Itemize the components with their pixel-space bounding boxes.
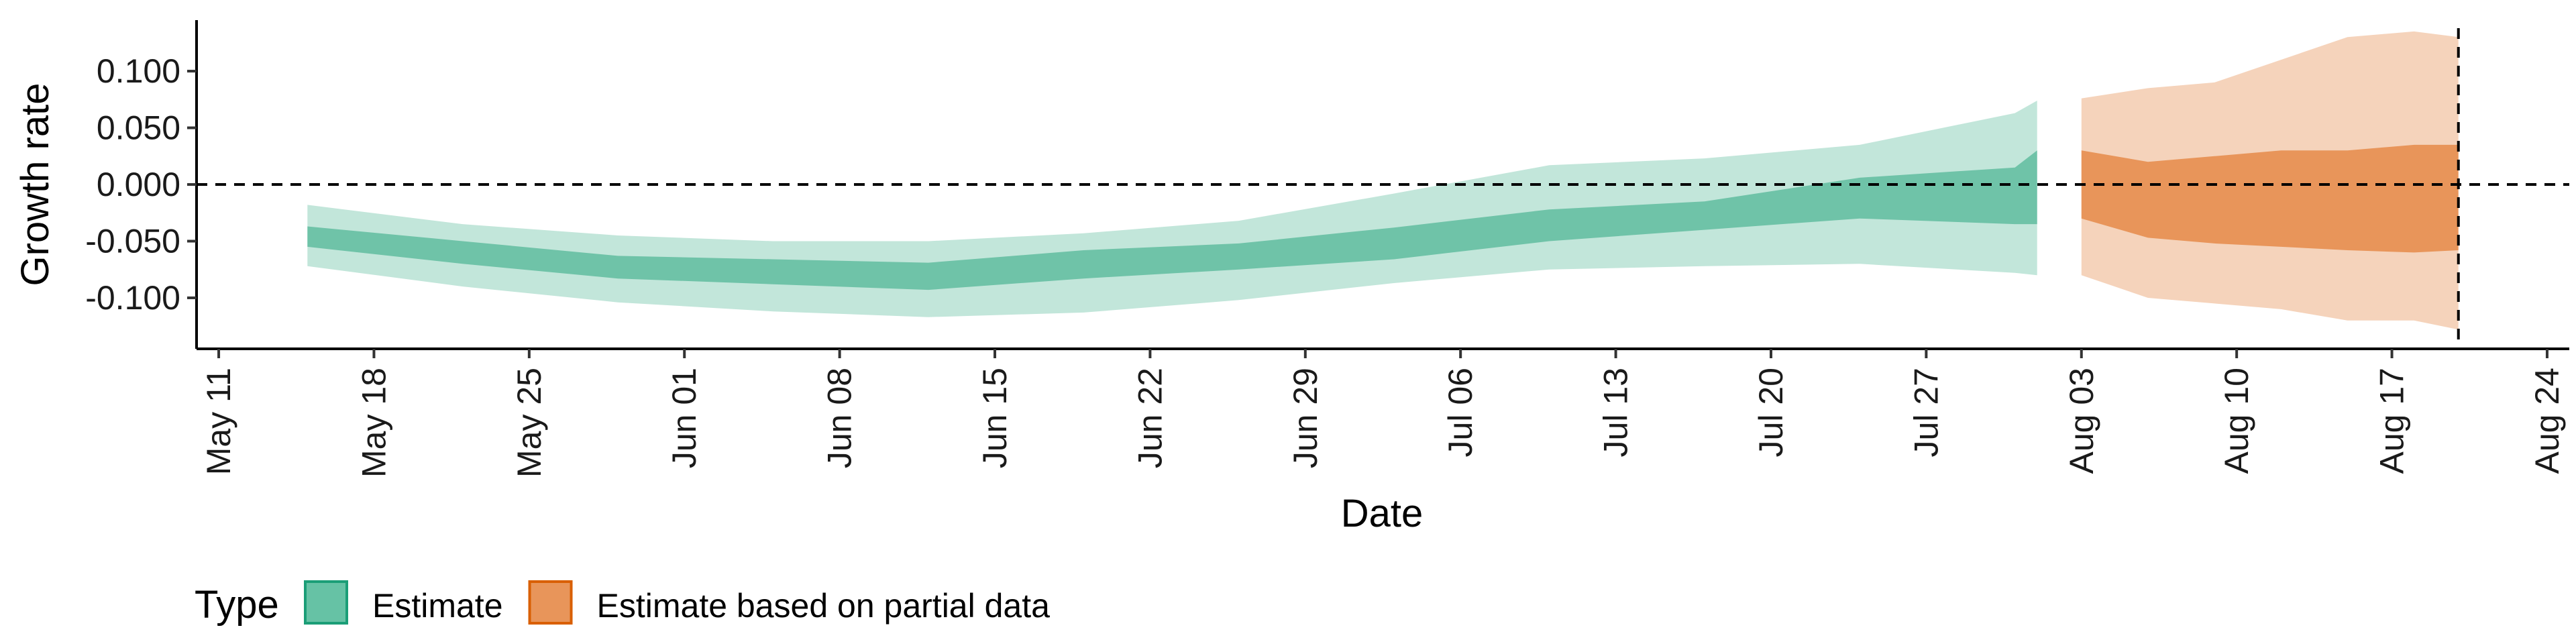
x-tick-label: May 25 [511,368,548,478]
series-0-band-50 [307,150,2037,290]
x-tick-label: Jul 20 [1752,368,1790,457]
axes: 0.100 0.050 0.000 -0.050 -0.100 May 11 May 18 M… [85,20,2569,478]
x-tick-label: Jul 13 [1597,368,1635,457]
x-tick-label: Jun 08 [821,368,859,468]
x-tick-label: Aug 24 [2528,368,2566,474]
y-tick-label: -0.100 [85,279,180,317]
x-tick-label: Jul 27 [1907,368,1945,457]
legend-swatch-1 [528,580,573,625]
legend-title: Type [195,583,279,627]
x-tick-label: Jun 29 [1287,368,1324,468]
legend-swatch-0 [304,580,348,625]
legend-label-1: Estimate based on partial data [597,587,1051,625]
x-tick-label: Jun 22 [1131,368,1169,468]
reference-lines [197,28,2569,349]
x-tick-label: May 11 [200,368,237,475]
legend-label-0: Estimate [372,587,503,625]
x-tick-label: Aug 10 [2218,368,2255,474]
x-tick-label: Aug 17 [2373,368,2411,474]
x-tick-label: Aug 03 [2063,368,2100,474]
x-tick-label: Jun 01 [665,368,703,468]
x-tick-label: Jun 15 [976,368,1014,468]
y-tick-label: 0.000 [97,166,180,203]
y-axis-title: Growth rate [13,83,57,286]
legend: Type Estimate Estimate based on partial d… [195,580,1051,627]
y-tick-label: 0.100 [97,52,180,90]
x-tick-label: Jul 06 [1442,368,1479,457]
x-tick-label: May 18 [355,368,392,478]
y-tick-label: -0.050 [85,222,180,260]
ribbon-layer [307,31,2459,330]
y-tick-label: 0.050 [97,109,180,147]
series-1-band-50 [2081,144,2459,253]
x-axis-title: Date [1341,492,1424,535]
